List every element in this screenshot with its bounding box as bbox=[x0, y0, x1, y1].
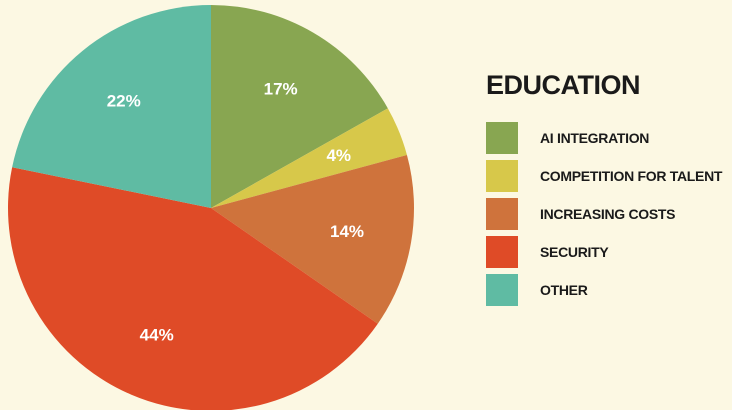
legend-swatch bbox=[486, 198, 518, 230]
legend-label: COMPETITION FOR TALENT bbox=[540, 168, 723, 184]
slice-value-label: 22% bbox=[107, 92, 141, 111]
legend-item-ai-integration: AI INTEGRATION bbox=[486, 122, 722, 154]
legend-item-security: SECURITY bbox=[486, 236, 722, 268]
slice-value-label: 44% bbox=[140, 325, 174, 344]
pie-slice-security bbox=[8, 167, 378, 410]
legend-items: AI INTEGRATION COMPETITION FOR TALENT IN… bbox=[486, 122, 722, 306]
pie-slice-increasing-costs bbox=[211, 154, 414, 324]
legend: EDUCATION AI INTEGRATION COMPETITION FOR… bbox=[486, 68, 722, 312]
pie-slice-ai-integration bbox=[211, 5, 388, 208]
legend-item-competition-for-talent: COMPETITION FOR TALENT bbox=[486, 160, 722, 192]
legend-swatch bbox=[486, 122, 518, 154]
slice-value-label: 17% bbox=[264, 79, 298, 98]
legend-label: OTHER bbox=[540, 282, 588, 298]
pie-slices bbox=[8, 5, 414, 410]
slice-value-label: 14% bbox=[330, 222, 364, 241]
legend-swatch bbox=[486, 160, 518, 192]
pie-slice-other bbox=[12, 5, 211, 208]
legend-item-increasing-costs: INCREASING COSTS bbox=[486, 198, 722, 230]
legend-swatch bbox=[486, 274, 518, 306]
legend-label: AI INTEGRATION bbox=[540, 130, 650, 146]
slice-value-label: 4% bbox=[326, 146, 351, 165]
legend-label: SECURITY bbox=[540, 244, 609, 260]
legend-item-other: OTHER bbox=[486, 274, 722, 306]
pie-labels: 17% 4% 14% 44% 22% bbox=[107, 79, 364, 344]
pie-slice-competition-for-talent bbox=[211, 108, 407, 208]
legend-swatch bbox=[486, 236, 518, 268]
chart-title: EDUCATION bbox=[486, 70, 641, 100]
legend-label: INCREASING COSTS bbox=[540, 206, 676, 222]
